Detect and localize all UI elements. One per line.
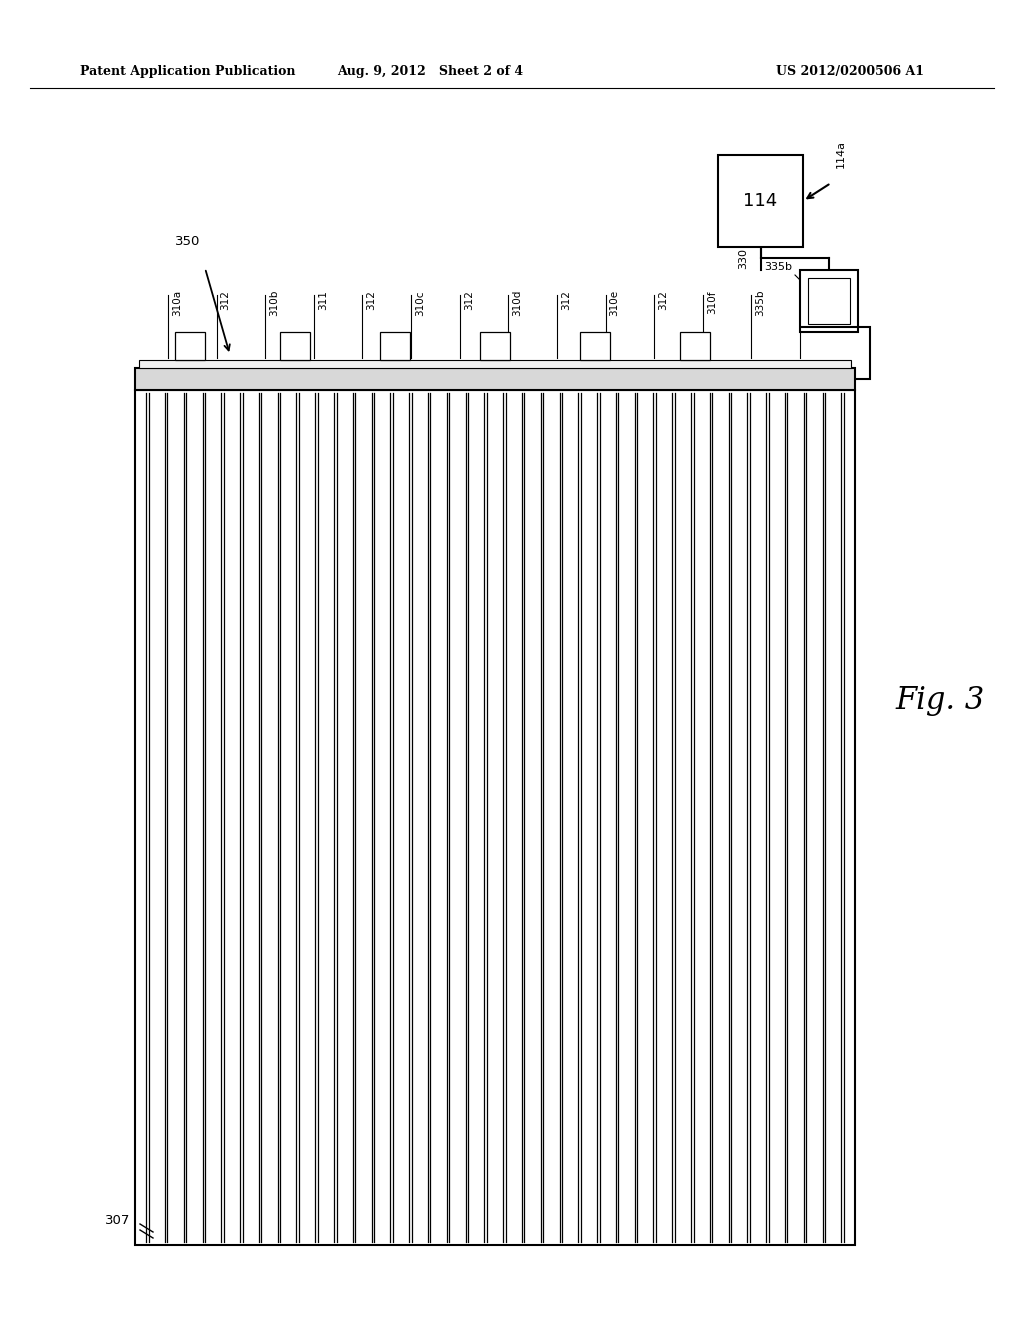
Text: 312: 312 (804, 290, 814, 310)
Text: 312: 312 (464, 290, 474, 310)
Text: 114: 114 (743, 191, 777, 210)
Text: Fig. 3: Fig. 3 (895, 685, 985, 715)
Text: 310f: 310f (707, 290, 717, 314)
Text: 311: 311 (317, 290, 328, 310)
Text: 335b: 335b (756, 290, 765, 317)
Text: 312: 312 (561, 290, 571, 310)
Text: 310e: 310e (609, 290, 620, 315)
Bar (135, 389, 855, 1245)
Text: 310b: 310b (269, 290, 280, 317)
Text: Patent Application Publication: Patent Application Publication (80, 66, 296, 78)
Bar (139, 360, 851, 368)
Text: 307: 307 (105, 1213, 130, 1226)
Text: 335b: 335b (764, 261, 792, 272)
Text: 114a: 114a (836, 140, 846, 168)
Text: 312: 312 (367, 290, 377, 310)
Bar (680, 333, 710, 360)
Text: 330: 330 (738, 248, 749, 269)
Text: 310c: 310c (415, 290, 425, 315)
Bar (380, 333, 410, 360)
Text: 310a: 310a (172, 290, 182, 315)
Bar (175, 333, 205, 360)
Bar (580, 333, 610, 360)
Bar (135, 368, 855, 389)
Text: 310d: 310d (512, 290, 522, 317)
Text: 312: 312 (658, 290, 668, 310)
Bar (280, 333, 310, 360)
Bar (808, 279, 850, 323)
Bar (480, 333, 510, 360)
Text: 350: 350 (175, 235, 201, 248)
Text: US 2012/0200506 A1: US 2012/0200506 A1 (776, 66, 924, 78)
Text: 312: 312 (220, 290, 230, 310)
Bar (800, 271, 858, 333)
Text: Aug. 9, 2012   Sheet 2 of 4: Aug. 9, 2012 Sheet 2 of 4 (337, 66, 523, 78)
Bar (718, 154, 803, 247)
